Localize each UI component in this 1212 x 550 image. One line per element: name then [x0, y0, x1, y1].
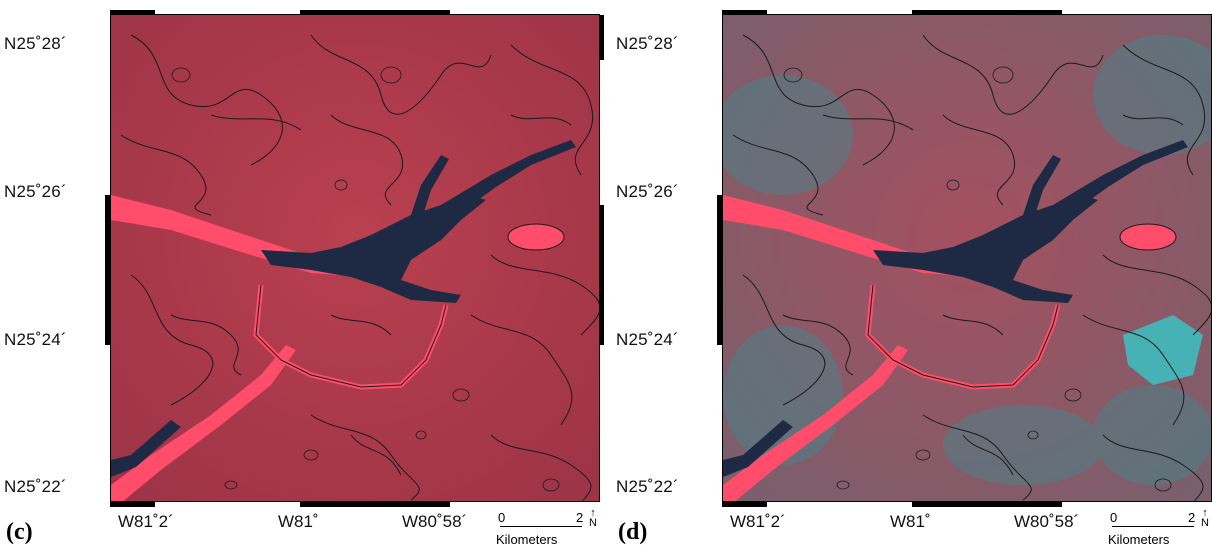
small-contours — [783, 66, 1172, 492]
map-panel-c: N25˚28´ N25˚26´ N25˚24´ N25˚22´ W81˚2´ W… — [0, 0, 604, 550]
scale-unit: Kilometers — [1108, 532, 1170, 547]
panel-label: (d) — [618, 519, 648, 545]
lat-label: N25˚26´ — [616, 182, 679, 201]
water-arm-ne — [441, 140, 576, 205]
lat-label: N25˚28´ — [616, 34, 679, 53]
teal-patch — [1123, 315, 1203, 385]
water-body — [873, 195, 1098, 303]
panel-label: (c) — [6, 519, 33, 545]
scale-max: 2 — [576, 510, 584, 525]
lat-label: N25˚24´ — [616, 330, 679, 349]
satellite-map-c — [110, 14, 600, 502]
bright-channel-south — [723, 345, 908, 501]
lon-label: W81˚ — [890, 512, 931, 531]
small-contours — [171, 66, 560, 492]
satellite-map-d — [722, 14, 1212, 502]
classified-image-c — [111, 15, 599, 501]
classified-image-d — [723, 15, 1211, 501]
lon-label: W80˚58´ — [1014, 512, 1080, 531]
water-arm-ne — [1053, 140, 1188, 205]
map-panel-d: N25˚28´ N25˚26´ N25˚24´ N25˚22´ W81˚2´ W… — [612, 0, 1212, 550]
lon-label: W81˚2´ — [730, 512, 786, 531]
lon-label: W80˚58´ — [402, 512, 468, 531]
lon-label: W81˚2´ — [118, 512, 174, 531]
lat-label: N25˚22´ — [4, 477, 67, 496]
scale-min: 0 — [498, 510, 506, 525]
contour-lines — [120, 34, 599, 501]
north-label: N — [589, 517, 597, 529]
water-body — [261, 195, 486, 303]
lat-label: N25˚24´ — [4, 330, 67, 349]
river-loop-edge — [255, 284, 447, 388]
lat-label: N25˚28´ — [4, 34, 67, 53]
bright-channel-south — [111, 345, 296, 501]
north-label: N — [1201, 517, 1209, 529]
scale-bar: 0 2 Kilometers ↑ N — [496, 506, 600, 550]
scale-line — [500, 526, 582, 527]
water-arm-n — [1023, 155, 1061, 215]
water-south — [111, 420, 181, 477]
lat-label: N25˚26´ — [4, 182, 67, 201]
scale-bar: 0 2 Kilometers ↑ N — [1108, 506, 1212, 550]
river-loop-edge — [867, 284, 1059, 388]
scale-line — [1112, 526, 1194, 527]
north-arrow-icon: ↑ N — [589, 507, 597, 529]
scale-max: 2 — [1188, 510, 1196, 525]
bright-patch-east — [1119, 223, 1177, 251]
lon-label: W81˚ — [278, 512, 319, 531]
scale-unit: Kilometers — [496, 532, 558, 547]
scale-min: 0 — [1110, 510, 1118, 525]
bright-patch-east — [507, 223, 565, 251]
north-arrow-icon: ↑ N — [1201, 507, 1209, 529]
contour-lines — [732, 34, 1211, 501]
water-south — [723, 420, 793, 477]
water-arm-n — [411, 155, 449, 215]
lat-label: N25˚22´ — [616, 477, 679, 496]
